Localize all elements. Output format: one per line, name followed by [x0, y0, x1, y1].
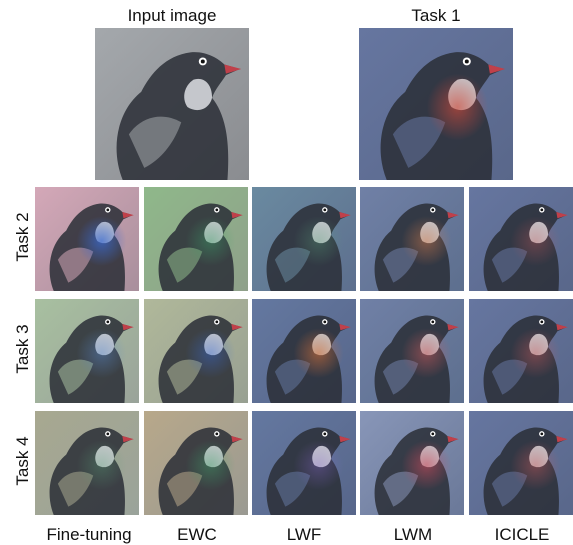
heatmap-ewc-task2 [144, 187, 248, 291]
task1-heatmap [359, 28, 513, 180]
bird-beak [339, 435, 351, 443]
heatmap-lwf-task3 [252, 299, 356, 403]
heatmap-ewc-task4 [144, 411, 248, 515]
heatmap-lwm-task3 [360, 299, 464, 403]
col-label-icicle: ICICLE [494, 525, 550, 544]
bird-beak [122, 211, 134, 219]
heatmap-icicle-task3 [469, 299, 573, 403]
heatmap-lwm-task4 [360, 411, 464, 515]
task1-label: Task 1 [411, 6, 461, 25]
col-label-lwf: LWF [286, 525, 322, 544]
bird-beak [122, 323, 134, 331]
bird-wing [128, 116, 182, 168]
bird-beak [556, 211, 568, 219]
heatmap-lwf-task2 [252, 187, 356, 291]
bird-beak [122, 435, 134, 443]
bird-beak [447, 323, 459, 331]
heatmap-fine-tuning-task3 [35, 299, 139, 403]
heatmap-fine-tuning-task2 [35, 187, 139, 291]
col-label-lwm: LWM [393, 525, 433, 544]
heatmap-ewc-task3 [144, 299, 248, 403]
heatmap-lwf-task4 [252, 411, 356, 515]
heatmap-lwm-task2 [360, 187, 464, 291]
bird-beak [231, 323, 243, 331]
bird-beak [556, 435, 568, 443]
bird-beak [339, 323, 351, 331]
row-label-task3: Task 3 [13, 324, 32, 374]
bird-beak [224, 64, 242, 74]
heatmap-fine-tuning-task4 [35, 411, 139, 515]
row-label-task2: Task 2 [13, 212, 32, 262]
bird-beak [488, 64, 506, 74]
row-label-task4: Task 4 [13, 436, 32, 486]
input-image-label: Input image [127, 6, 217, 25]
col-label-fine-tuning: Fine-tuning [46, 525, 132, 544]
col-label-ewc: EWC [177, 525, 217, 544]
heatmap-icicle-task4 [469, 411, 573, 515]
heatmap-icicle-task2 [469, 187, 573, 291]
input-image [95, 28, 249, 180]
bird-beak [231, 435, 243, 443]
bird-beak [447, 211, 459, 219]
bird-wing [392, 116, 446, 168]
bird-beak [231, 211, 243, 219]
bird-beak [556, 323, 568, 331]
bird-beak [339, 211, 351, 219]
bird-beak [447, 435, 459, 443]
